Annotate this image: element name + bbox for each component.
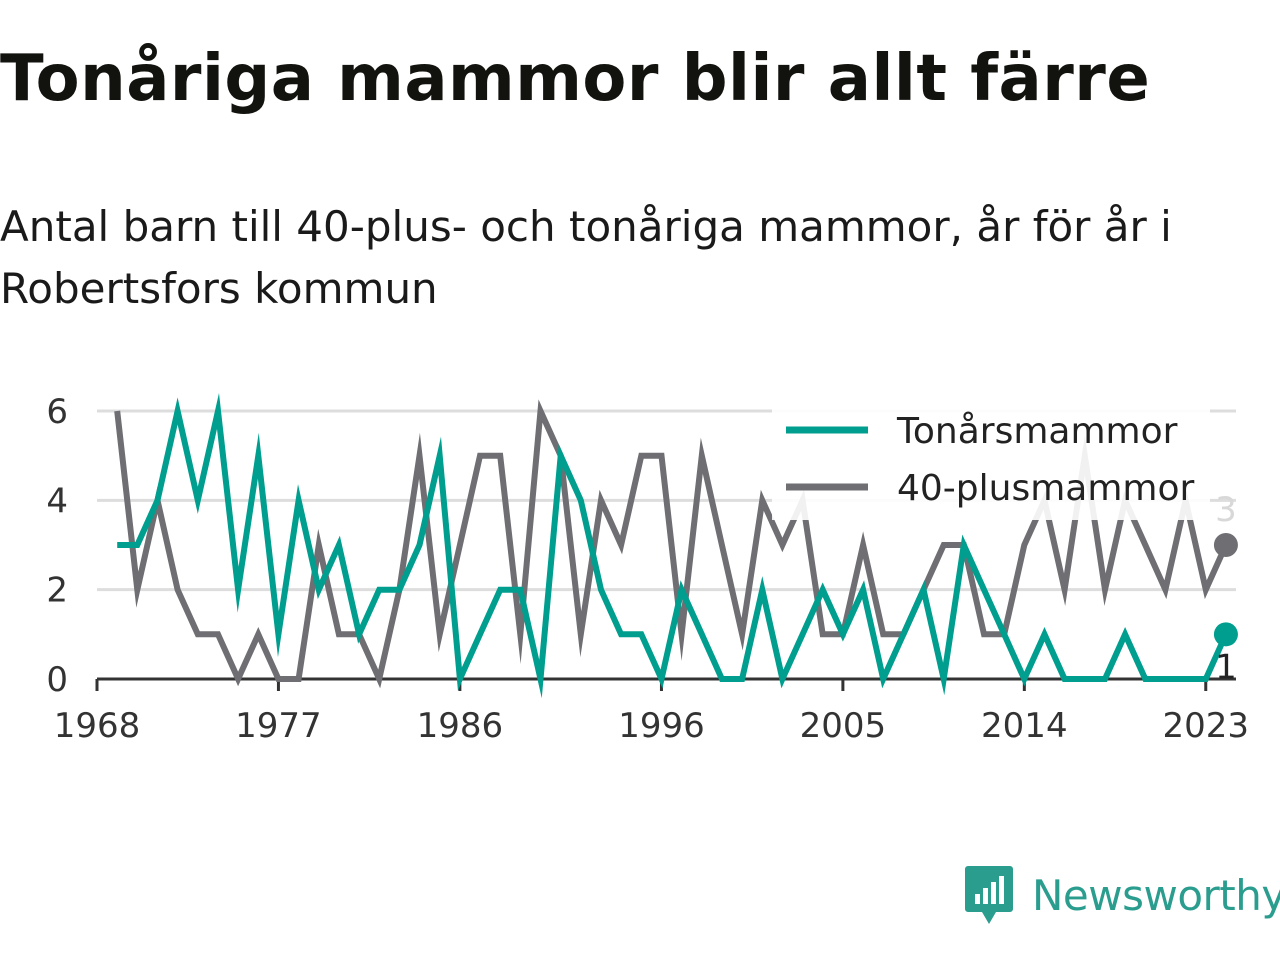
brand-name: Newsworthy (1032, 870, 1280, 920)
x-tick-label: 2023 (1162, 706, 1249, 746)
x-tick-label: 2005 (800, 706, 887, 746)
end-value-label: 3 (1215, 490, 1237, 530)
y-tick-label: 2 (46, 571, 68, 611)
brand-logo: Newsworthy (964, 864, 1280, 926)
chart-subtitle: Antal barn till 40-plus- och tonåriga ma… (0, 202, 1172, 313)
y-tick-label: 6 (46, 392, 68, 432)
line-chart: 0 2 4 6 1968 1977 1986 1996 2005 2014 2023 Tonårs… (46, 392, 1249, 746)
x-tick-label: 2014 (981, 706, 1068, 746)
end-marker (1213, 533, 1238, 557)
legend: Tonårsmammor 40-plusmammor (772, 408, 1210, 520)
x-tick-label: 1986 (417, 706, 504, 746)
end-value-label: 1 (1215, 647, 1237, 687)
x-tick-label: 1996 (618, 706, 705, 746)
y-tick-label: 0 (46, 660, 68, 700)
legend-label: 40-plusmammor (897, 468, 1195, 509)
x-axis-ticks: 1968 1977 1986 1996 2005 2014 2023 (54, 679, 1249, 746)
end-markers: 13 (1213, 490, 1238, 687)
y-tick-label: 4 (46, 481, 68, 521)
legend-label: Tonårsmammor (896, 411, 1178, 452)
y-axis-ticks: 0 2 4 6 (46, 392, 68, 700)
x-tick-label: 1977 (235, 706, 322, 746)
x-tick-label: 1968 (54, 706, 141, 746)
series-line-0 (117, 393, 1229, 699)
newsworthy-icon (965, 866, 1013, 924)
chart-title: Tonåriga mammor blir allt färre (0, 42, 1151, 116)
end-marker (1213, 622, 1238, 647)
